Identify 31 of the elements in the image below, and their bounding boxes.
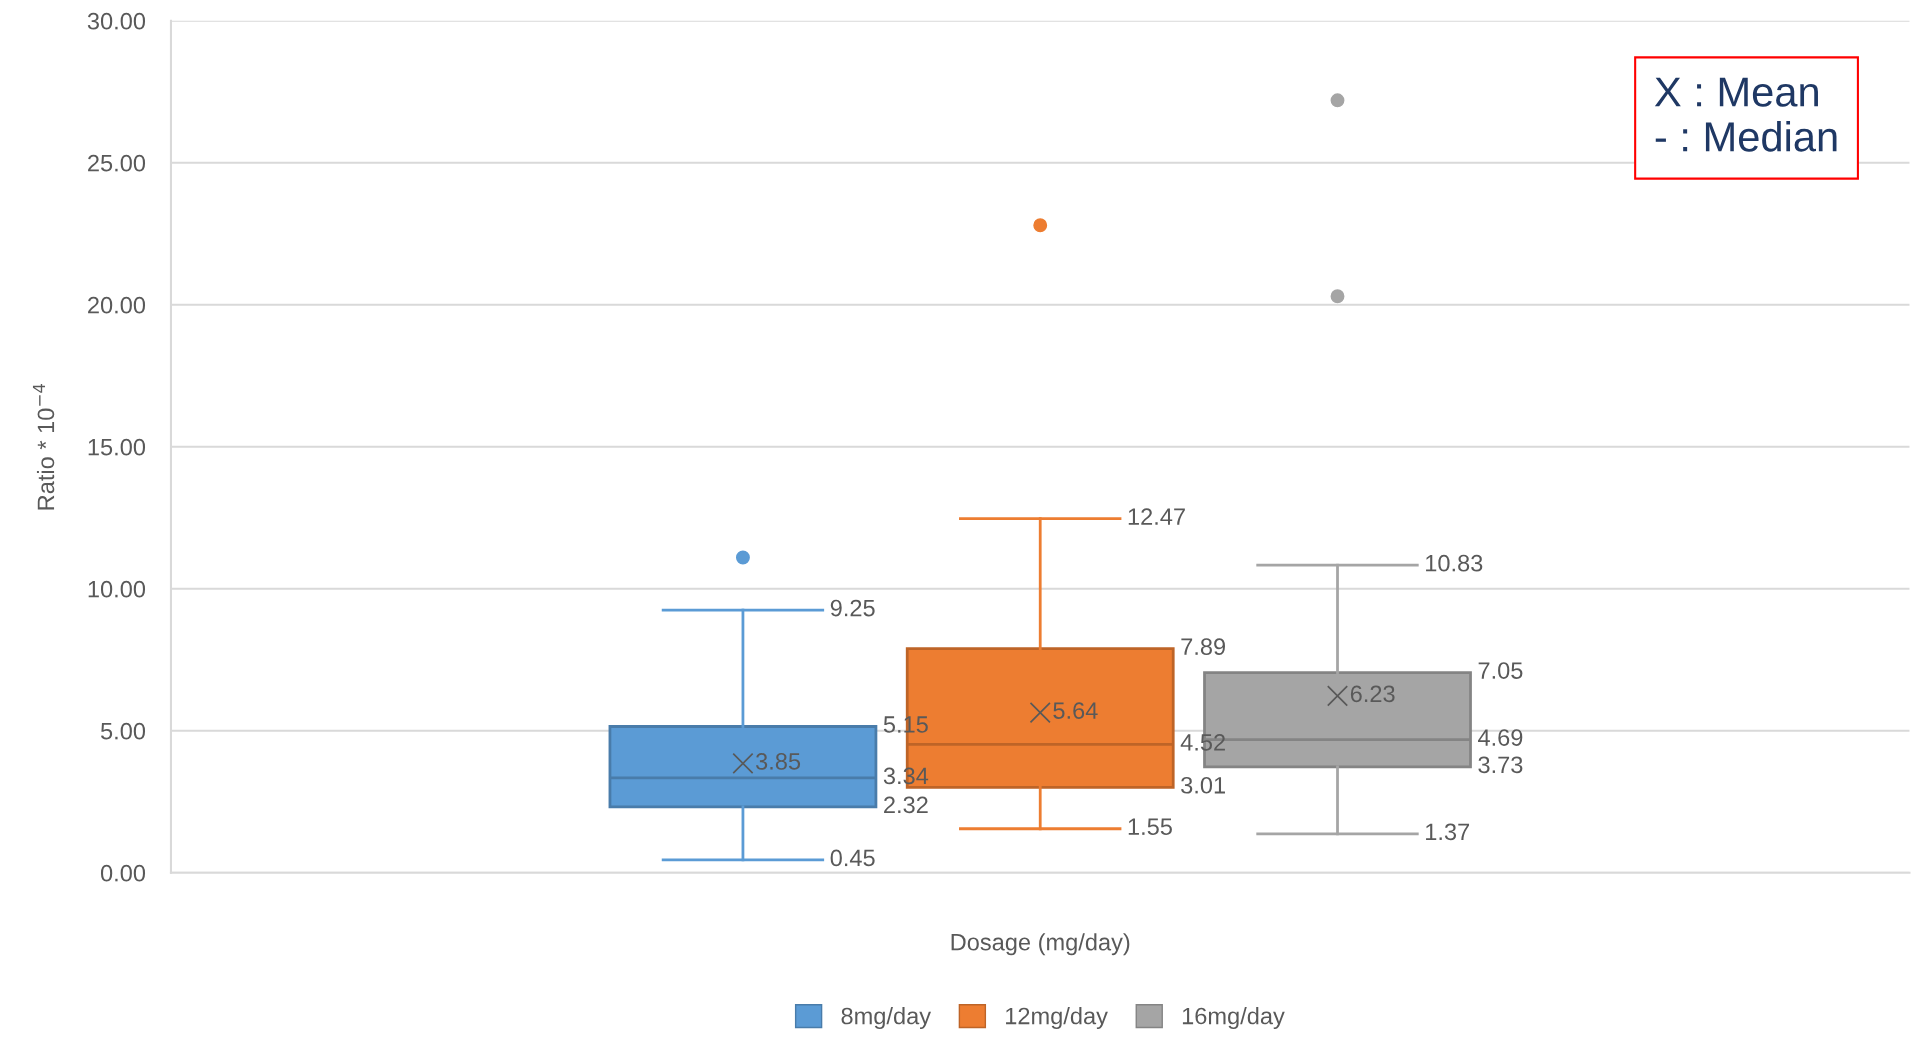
x-axis-title: Dosage (mg/day) — [951, 933, 1130, 956]
text: 3.34 — [883, 767, 929, 785]
legend-label: 8mg/day — [841, 1007, 932, 1030]
text: 3.85 — [756, 753, 801, 770]
annotation: - : Median — [1655, 121, 1837, 152]
y-tick-label: 30.00 — [87, 12, 146, 30]
text: 5.64 — [1053, 702, 1098, 719]
text: 5.15 — [883, 716, 928, 733]
text: 1.37 — [1426, 823, 1470, 841]
text: 4.69 — [1478, 729, 1523, 746]
text: 10.83 — [1426, 554, 1483, 572]
legend-label: 16mg/day — [1182, 1007, 1285, 1030]
y-tick-label: 20.00 — [88, 296, 146, 314]
text: 12.47 — [1128, 508, 1185, 525]
text: 2.32 — [884, 796, 928, 814]
y-tick-label: 5.00 — [100, 722, 146, 740]
text: 0.45 — [830, 849, 875, 867]
text: 3.01 — [1181, 776, 1225, 794]
text: 1.55 — [1128, 818, 1172, 836]
y-axis-title: Ratio * 10$^{−4}$ — [32, 383, 55, 510]
y-tick-label: 15.00 — [88, 438, 146, 456]
text: 9.25 — [830, 599, 875, 617]
text: 3.73 — [1478, 756, 1523, 774]
text: 7.89 — [1181, 638, 1226, 656]
y-tick-label: 25.00 — [88, 154, 146, 172]
text: 6.23 — [1350, 685, 1395, 703]
y-tick-label: 10.00 — [88, 580, 146, 598]
text: 7.05 — [1478, 662, 1523, 679]
y-tick-label: 0.00 — [100, 864, 146, 882]
annotation: X : Mean — [1654, 77, 1818, 107]
legend-label: 12mg/day — [1006, 1007, 1108, 1030]
